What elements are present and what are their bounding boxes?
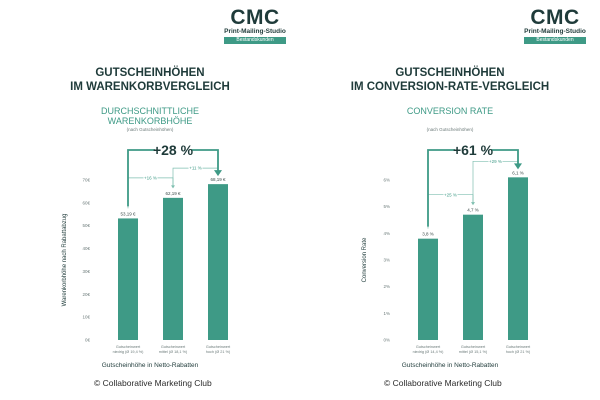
panel-basket-value: CMC Print-Mailing-Studio Bestandskunden …	[62, 6, 286, 388]
bar	[508, 177, 528, 340]
bar-value-label: 3,8 %	[422, 232, 434, 237]
bar-value-label: 68,19 €	[210, 177, 226, 182]
chart-note: (nach Gutscheinhöhen)	[126, 127, 174, 132]
step-change-label: +16 %	[144, 175, 157, 180]
bar	[163, 197, 183, 340]
y-tick-label: 3%	[383, 258, 390, 263]
overall-change-label: +61 %	[453, 142, 494, 158]
bar-value-label: 4,7 %	[467, 208, 479, 213]
cmc-logo: CMC Print-Mailing-Studio Bestandskunden	[524, 6, 586, 44]
overall-change-arrowhead	[214, 170, 222, 177]
bar-value-label: 53,19 €	[120, 211, 136, 216]
cmc-logo: CMC Print-Mailing-Studio Bestandskunden	[224, 6, 286, 44]
chart-title: GUTSCHEINHÖHEN IM CONVERSION-RATE-VERGLEI…	[350, 67, 550, 93]
category-label: hoch (Ø 21 %)	[206, 350, 231, 354]
logo-subtitle: Print-Mailing-Studio	[524, 28, 586, 35]
conversion-rate-chart: 0% 1% 2% 3% 4% 5% 6% Conversion Rate 3,8 % Gutsch…	[362, 142, 531, 369]
bar	[418, 238, 438, 340]
step-change-label-bg	[188, 165, 203, 172]
x-axis-label: Gutscheinhöhe in Netto-Rabatten	[102, 362, 199, 369]
y-tick-label: 0€	[85, 338, 91, 343]
footer-copyright: © Collaborative Marketing Club	[94, 378, 212, 388]
category-label: Gutscheinwert	[206, 345, 231, 349]
y-tick-label: 10€	[82, 315, 90, 320]
logo-brand: CMC	[530, 6, 580, 29]
bar-value-label: 62,19 €	[165, 191, 181, 196]
category-label: Gutscheinwert	[416, 345, 441, 349]
chart-subtitle: CONVERSION RATE	[406, 106, 494, 116]
bar	[118, 218, 138, 340]
overall-change-arrowhead	[514, 163, 522, 170]
y-tick-label: 70€	[82, 178, 90, 183]
step-change-label-bg	[488, 158, 503, 165]
x-axis-label: Gutscheinhöhe in Netto-Rabatten	[402, 362, 499, 369]
y-tick-label: 0%	[383, 338, 390, 343]
logo-subtitle: Print-Mailing-Studio	[224, 28, 286, 35]
y-tick-label: 40€	[82, 246, 90, 251]
step-change-label: +29 %	[489, 159, 502, 164]
y-tick-label: 1%	[383, 311, 390, 316]
step-change-label-bg	[143, 174, 158, 181]
y-tick-label: 30€	[82, 269, 90, 274]
step-change-label: +25 %	[444, 192, 457, 197]
y-tick-label: 60€	[82, 200, 90, 205]
y-axis-label: Conversion Rate	[362, 237, 368, 282]
y-tick-label: 5%	[383, 204, 390, 209]
bar	[208, 184, 228, 340]
step-change-label: +11 %	[189, 166, 202, 171]
y-tick-label: 20€	[82, 292, 90, 297]
y-tick-label: 2%	[383, 284, 390, 289]
category-label: Gutscheinwert	[461, 345, 486, 349]
overall-change-label-bg	[155, 143, 191, 157]
category-label: niedrig (Ø 19,4 %)	[113, 350, 145, 354]
chart-subtitle: DURCHSCHNITTLICHE WARENKORBHÖHE	[100, 106, 199, 126]
category-label: niedrig (Ø 14,4 %)	[413, 350, 445, 354]
y-tick-label: 6%	[383, 178, 390, 183]
overall-change-label: +28 %	[153, 142, 194, 158]
y-tick-label: 50€	[82, 223, 90, 228]
logo-brand: CMC	[230, 6, 280, 29]
chart-note: (nach Gutscheinhöhen)	[426, 127, 474, 132]
category-label: mittel (Ø 15,1 %)	[459, 350, 488, 354]
overall-change-label-bg	[455, 143, 491, 157]
logo-tag: Bestandskunden	[224, 37, 286, 44]
category-label: mittel (Ø 18,1 %)	[159, 350, 188, 354]
bar	[463, 214, 483, 340]
panel-conversion-rate: CMC Print-Mailing-Studio Bestandskunden …	[300, 0, 600, 400]
bar-value-label: 6,1 %	[512, 170, 524, 175]
step-change-label-bg	[443, 191, 458, 198]
y-axis-label: Warenkorbhöhe nach Rabattabzug	[62, 214, 68, 307]
category-label: Gutscheinwert	[161, 345, 186, 349]
logo-tag: Bestandskunden	[524, 37, 586, 44]
chart-title: GUTSCHEINHÖHEN IM WARENKORBVERGLEICH	[70, 67, 230, 93]
footer-copyright: © Collaborative Marketing Club	[384, 378, 502, 388]
category-label: hoch (Ø 21 %)	[506, 350, 531, 354]
basket-value-chart: 0€ 10€ 20€ 30€ 40€ 50€ 60€ 70€ Warenkorbhöhe nac…	[62, 142, 231, 369]
category-label: Gutscheinwert	[506, 345, 531, 349]
category-label: Gutscheinwert	[116, 345, 141, 349]
y-tick-label: 4%	[383, 231, 390, 236]
